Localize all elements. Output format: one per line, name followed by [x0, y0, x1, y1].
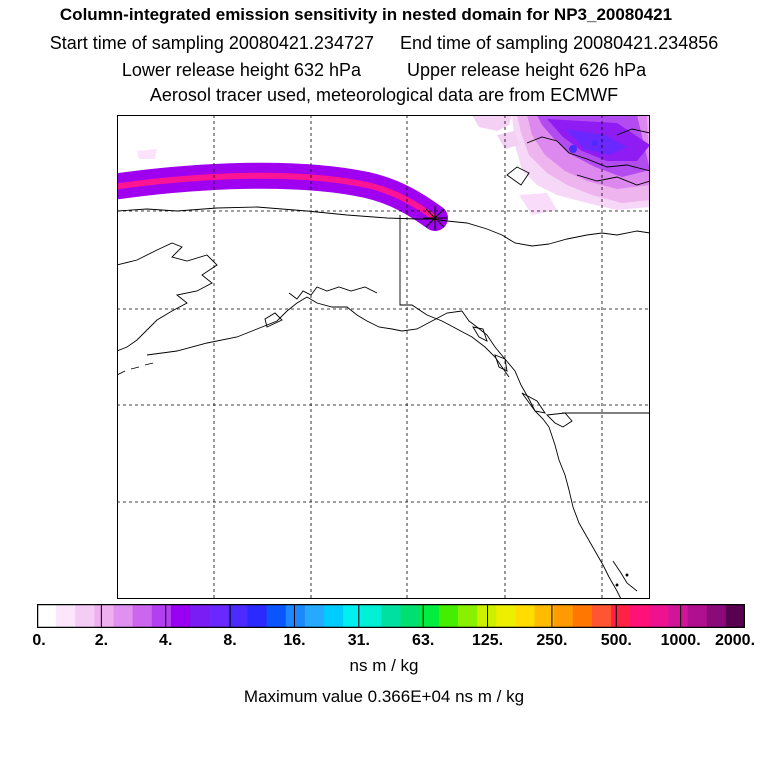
- maximum-value-label: Maximum value 0.366E+04 ns m / kg: [243, 687, 525, 706]
- colorbar-swatch: [534, 604, 555, 628]
- colorbar-swatch: [611, 604, 631, 628]
- colorbar-tick-label: 500.: [600, 632, 632, 649]
- colorbar-swatch: [687, 604, 708, 628]
- coastlines: [117, 128, 650, 599]
- colorbar-tick-label: 16.: [283, 632, 306, 649]
- map-panel: [117, 115, 650, 599]
- start-time-label: Start time of sampling 20080421.234727: [49, 33, 374, 53]
- colorbar-swatch: [515, 604, 536, 628]
- colorbar-swatch: [37, 604, 57, 628]
- title-line-2: Start time of sampling 20080421.234727 En…: [0, 33, 768, 54]
- colorbar-swatch: [228, 604, 249, 628]
- colorbar-swatch: [649, 604, 670, 628]
- colorbar-swatch: [725, 604, 745, 628]
- colorbar-swatch: [266, 604, 287, 628]
- colorbar-tick-label: 2000.: [714, 632, 756, 649]
- plume-core: [117, 172, 438, 221]
- colorbar-swatch: [324, 604, 344, 628]
- colorbar-swatch: [477, 604, 497, 628]
- colorbar-swatch: [343, 604, 363, 628]
- colorbar-swatch: [56, 604, 76, 628]
- colorbar-swatch: [572, 604, 593, 628]
- colorbar-tick-label: 63.: [412, 632, 435, 649]
- colorbar-swatch: [400, 604, 421, 628]
- release-point-star-marker: [423, 206, 447, 230]
- colorbar-swatch: [496, 604, 516, 628]
- colorbar-swatch: [591, 604, 612, 628]
- upper-release-label: Upper release height 626 hPa: [407, 60, 647, 80]
- colorbar-swatch: [113, 604, 134, 628]
- colorbar-swatch: [209, 604, 229, 628]
- colorbar-swatch: [75, 604, 96, 628]
- sensitivity-cloud: [137, 115, 650, 215]
- colorbar-tick-label: 1000.: [660, 632, 701, 649]
- plume: [117, 162, 448, 231]
- colorbar-swatch: [419, 604, 440, 628]
- colorbar-swatch: [247, 604, 268, 628]
- colorbar-tick-label: 8.: [223, 632, 237, 649]
- colorbar-swatch: [132, 604, 153, 628]
- colorbar-units-label: ns m / kg: [349, 656, 419, 675]
- colorbar-swatch: [668, 604, 689, 628]
- colorbar-swatch: [457, 604, 478, 628]
- colorbar-tick-label: 4.: [159, 632, 173, 649]
- colorbar-swatch: [553, 604, 574, 628]
- title-line-1: Column-integrated emission sensitivity i…: [59, 5, 673, 24]
- colorbar-swatch: [706, 604, 727, 628]
- colorbar-tick-label: 2.: [94, 632, 109, 649]
- title-line-3: Lower release height 632 hPa Upper releas…: [0, 60, 768, 81]
- colorbar-swatch: [381, 604, 402, 628]
- colorbar-swatch: [170, 604, 191, 628]
- colorbar-swatch: [362, 604, 383, 628]
- colorbar-tick-label: 0.: [32, 632, 46, 649]
- colorbar-tick-label: 31.: [347, 632, 370, 649]
- colorbar-border: [37, 604, 745, 628]
- colorbar: [37, 604, 745, 628]
- colorbar-swatch: [438, 604, 459, 628]
- colorbar-tick-label: 125.: [471, 632, 504, 649]
- colorbar-swatch: [630, 604, 650, 628]
- lower-release-label: Lower release height 632 hPa: [121, 60, 361, 80]
- colorbar-swatch: [304, 604, 325, 628]
- colorbar-swatch: [94, 604, 115, 628]
- colorbar-tick-label: 250.: [536, 632, 568, 649]
- end-time-label: End time of sampling 20080421.234856: [400, 33, 719, 53]
- colorbar-swatch: [151, 604, 172, 628]
- colorbar-swatch: [190, 604, 210, 628]
- colorbar-swatch: [285, 604, 306, 628]
- title-line-4: Aerosol tracer used, meteorological data…: [149, 85, 619, 105]
- graticule: [117, 115, 650, 599]
